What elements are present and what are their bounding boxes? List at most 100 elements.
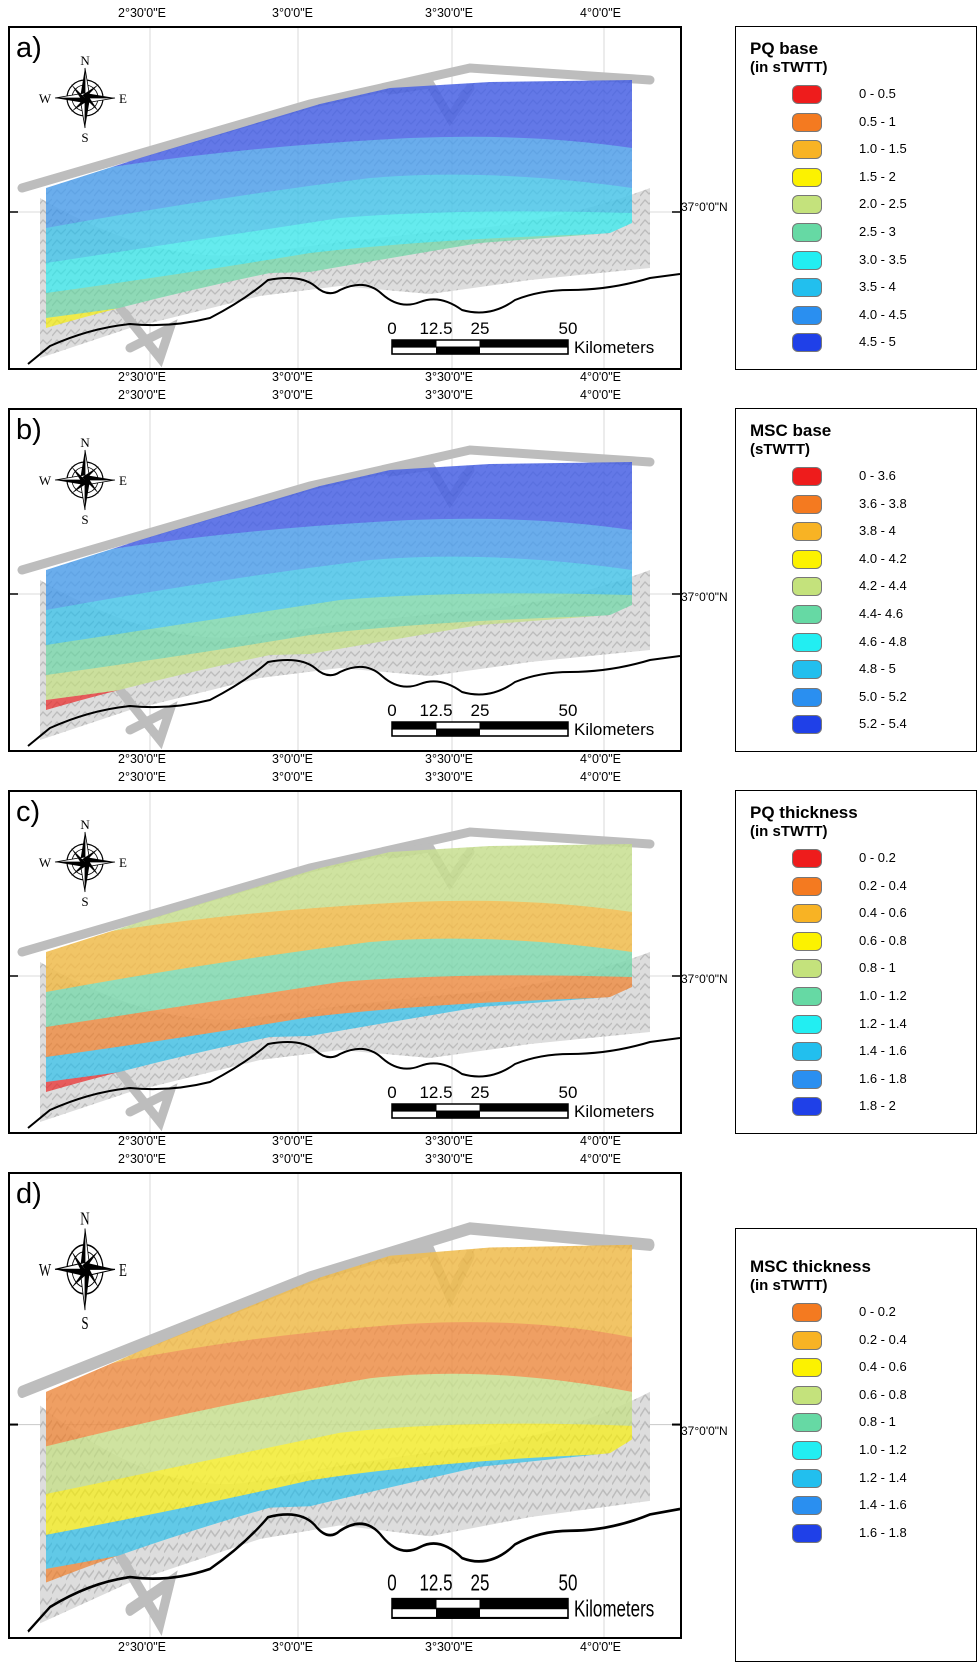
legend-item: 0.6 - 0.8 — [792, 931, 962, 954]
coastline — [27, 1507, 680, 1633]
top-lon-tick: 3°0'0"E — [272, 1152, 314, 1166]
legend-item: 1.6 - 1.8 — [792, 1069, 962, 1092]
panel-label: c) — [16, 796, 41, 828]
scale-unit: Kilometers — [574, 720, 654, 739]
legend-label: 1.8 - 2 — [859, 1098, 896, 1114]
legend-item: 1.6 - 1.8 — [792, 1523, 962, 1546]
legend-label: 1.4 - 1.6 — [859, 1043, 907, 1059]
compass-rose-icon: N E S W — [39, 53, 127, 145]
legend-item: 4.0 - 4.5 — [792, 305, 962, 328]
top-lon-tick: 2°30'0"E — [118, 770, 166, 784]
legend-label: 1.0 - 1.2 — [859, 1442, 907, 1457]
legend-label: 0.4 - 0.6 — [859, 1359, 907, 1375]
color-swatch — [792, 167, 822, 187]
color-swatch — [792, 660, 822, 680]
top-lon-tick: 3°0'0"E — [272, 388, 314, 402]
compass-e-label: E — [119, 91, 127, 106]
legend-label: 0.2 - 0.4 — [859, 877, 907, 893]
top-lon-tick: 3°30'0"E — [425, 6, 473, 20]
color-swatch — [792, 494, 822, 514]
color-swatch — [792, 1042, 822, 1062]
legend-item: 1.4 - 1.6 — [792, 1042, 962, 1064]
scale-label: 50 — [559, 319, 578, 338]
color-swatch — [792, 1413, 822, 1433]
top-lon-tick: 3°30'0"E — [425, 388, 473, 402]
top-lon-tick: 2°30'0"E — [118, 388, 166, 402]
legend-label: 0.6 - 0.8 — [859, 932, 907, 948]
compass-s-label: S — [81, 512, 88, 527]
scale-label: 12.5 — [419, 1571, 452, 1596]
legend-item: 1.0 - 1.2 — [792, 1441, 962, 1463]
legend-item: 1.4 - 1.6 — [792, 1496, 962, 1518]
legend-label: 0 - 0.2 — [859, 1304, 896, 1319]
coastline — [27, 273, 680, 365]
legend-item: 4.0 - 4.2 — [792, 549, 962, 572]
lat-tick: 37°0'0"N — [681, 200, 728, 214]
legend-item: 0.2 - 0.4 — [792, 876, 962, 899]
bottom-lon-tick: 4°0'0"E — [580, 1640, 622, 1654]
legend-item: 1.2 - 1.4 — [792, 1468, 962, 1491]
legend-label: 0.6 - 0.8 — [859, 1386, 907, 1402]
legend-label: 0.4 - 0.6 — [859, 905, 907, 921]
bottom-lon-tick: 4°0'0"E — [580, 370, 622, 384]
panel-label: b) — [16, 414, 42, 446]
color-swatch — [792, 959, 822, 979]
scale-label: 0 — [387, 1083, 396, 1102]
top-lon-tick: 4°0'0"E — [580, 770, 622, 784]
color-swatch — [792, 1330, 822, 1350]
color-swatch — [792, 1303, 822, 1322]
legend-label: 0.8 - 1 — [859, 1414, 896, 1430]
legend-title: PQ thickness — [750, 803, 858, 822]
legend-label: 2.5 - 3 — [859, 224, 896, 239]
compass-n-label: N — [80, 1210, 89, 1229]
compass-s-label: S — [81, 894, 88, 909]
top-lon-tick: 2°30'0"E — [118, 6, 166, 20]
legend-subtitle: (in sTWTT) — [750, 823, 828, 840]
color-swatch — [792, 85, 822, 104]
legend-label: 1.2 - 1.4 — [859, 1469, 907, 1485]
bottom-lon-tick: 4°0'0"E — [580, 1134, 622, 1148]
legend-item: 4.8 - 5 — [792, 660, 962, 682]
scale-label: 0 — [387, 701, 396, 720]
scale-unit: Kilometers — [574, 1102, 654, 1121]
color-swatch — [792, 1097, 822, 1117]
color-swatch — [792, 1385, 822, 1405]
legend-label: 1.6 - 1.8 — [859, 1524, 907, 1540]
legend-label: 1.0 - 1.5 — [859, 141, 907, 157]
legend-label: 4.6 - 4.8 — [859, 633, 907, 649]
legend-label: 0.8 - 1 — [859, 960, 896, 976]
compass-rose-icon: N E S W — [39, 435, 127, 527]
scale-label: 12.5 — [419, 1083, 452, 1102]
coastline — [27, 1037, 680, 1129]
legend-item: 5.2 - 5.4 — [792, 715, 962, 737]
bottom-lon-tick: 3°30'0"E — [425, 752, 473, 766]
bottom-lon-tick: 2°30'0"E — [118, 1134, 166, 1148]
legend-label: 3.8 - 4 — [859, 523, 896, 539]
compass-e-label: E — [119, 1261, 127, 1280]
legend-item: 0 - 0.5 — [792, 85, 962, 107]
legend-label: 0 - 0.2 — [859, 850, 896, 865]
scale-label: 25 — [471, 1571, 490, 1596]
coastline — [27, 655, 680, 747]
legend-item: 0 - 0.2 — [792, 1303, 962, 1325]
legend-pq-thickness: PQ thickness (in sTWTT) 0 - 0.2 0.2 - 0.4… — [735, 790, 977, 1134]
legend-label: 4.8 - 5 — [859, 661, 896, 677]
top-lon-tick: 4°0'0"E — [580, 388, 622, 402]
color-swatch — [792, 1358, 822, 1378]
map-frame: N E S W 0 12.5 25 50 Kilometers b) — [8, 408, 682, 752]
scale-label: 50 — [559, 1083, 578, 1102]
compass-rose-icon: N E S W — [39, 1210, 127, 1334]
bottom-lon-tick: 2°30'0"E — [118, 370, 166, 384]
compass-s-label: S — [81, 130, 88, 145]
scale-label: 12.5 — [419, 701, 452, 720]
color-swatch — [792, 1069, 822, 1089]
lat-tick: 37°0'0"N — [681, 972, 728, 986]
compass-w-label: W — [39, 855, 52, 870]
legend-item: 1.0 - 1.5 — [792, 140, 962, 162]
panel-label: d) — [16, 1178, 42, 1210]
legend-label: 0 - 0.5 — [859, 86, 896, 101]
color-swatch — [792, 549, 822, 569]
color-swatch — [792, 849, 822, 868]
legend-label: 4.2 - 4.4 — [859, 578, 907, 594]
